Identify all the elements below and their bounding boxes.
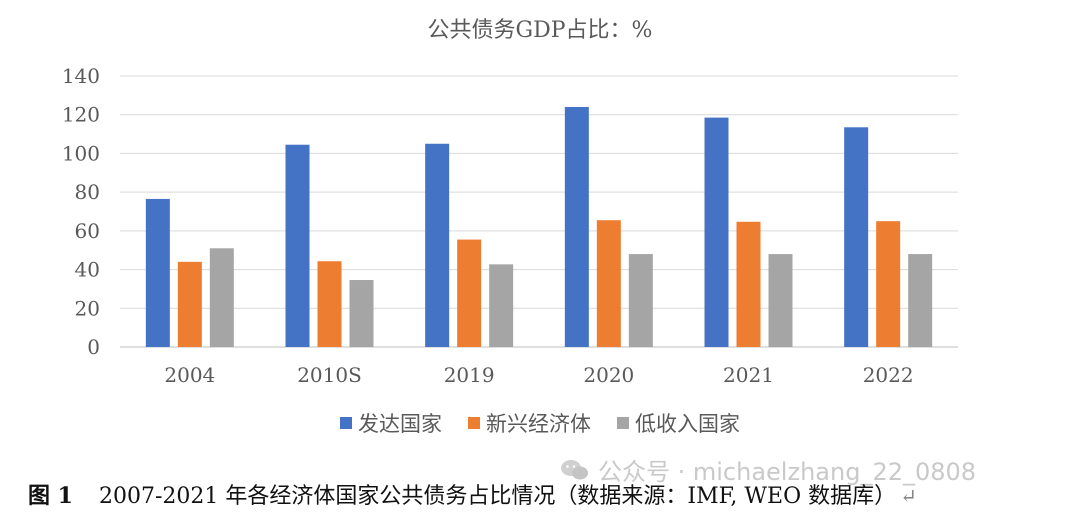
bar xyxy=(844,127,869,348)
y-tick-label: 40 xyxy=(75,258,100,282)
x-tick-label: 2020 xyxy=(583,363,634,387)
legend-label-developed: 发达国家 xyxy=(358,412,442,436)
bar xyxy=(704,117,729,347)
x-tick-label: 2021 xyxy=(723,363,774,387)
y-tick-label: 100 xyxy=(62,141,100,165)
bar xyxy=(564,106,589,347)
y-tick-label: 80 xyxy=(75,180,100,204)
bar xyxy=(145,198,170,347)
x-tick-label: 2004 xyxy=(164,363,215,387)
return-icon: ↵ xyxy=(900,484,917,508)
chart-title: 公共债务GDP占比：% xyxy=(427,18,653,43)
y-tick-label: 0 xyxy=(87,335,100,359)
bar xyxy=(317,261,342,347)
bar xyxy=(349,280,374,347)
legend-swatch-emerging xyxy=(468,417,480,429)
legend: 发达国家 新兴经济体 低收入国家 xyxy=(0,408,1080,438)
bar xyxy=(285,144,310,347)
bar xyxy=(209,248,234,347)
wechat-icon xyxy=(561,459,588,479)
bar xyxy=(457,239,482,347)
bar-chart: 0 20 40 60 80 100 120 140 2004 2010S 2019 2020 2021 2… xyxy=(62,64,958,387)
x-tick-label: 2010S xyxy=(297,363,362,387)
caption-label: 图 1 xyxy=(28,483,73,509)
bar xyxy=(425,143,450,347)
bar xyxy=(628,254,653,347)
y-tick-label: 60 xyxy=(75,219,100,243)
bar xyxy=(908,254,933,347)
legend-item-emerging: 新兴经济体 xyxy=(468,408,591,438)
y-tick-label: 140 xyxy=(62,64,100,88)
bar xyxy=(177,261,202,347)
legend-swatch-developed xyxy=(340,417,352,429)
figure-caption: 图 1 2007-2021 年各经济体国家公共债务占比情况（数据来源：IMF, … xyxy=(28,478,917,510)
bar xyxy=(489,264,514,347)
y-tick-label: 20 xyxy=(75,296,100,320)
bar xyxy=(876,221,901,347)
x-tick-label: 2019 xyxy=(444,363,495,387)
watermark: 公众号 · michaelzhang_22_0808 xyxy=(560,452,976,487)
bar xyxy=(736,221,761,347)
legend-swatch-low-income xyxy=(617,417,629,429)
legend-label-low-income: 低收入国家 xyxy=(635,412,740,436)
x-tick-label: 2022 xyxy=(863,363,914,387)
bar xyxy=(768,254,793,347)
bar xyxy=(596,220,621,347)
legend-item-low-income: 低收入国家 xyxy=(617,408,740,438)
y-tick-label: 120 xyxy=(62,103,100,127)
watermark-text: 公众号 · michaelzhang_22_0808 xyxy=(598,458,977,486)
legend-label-emerging: 新兴经济体 xyxy=(486,412,591,436)
legend-item-developed: 发达国家 xyxy=(340,408,442,438)
caption-text: 2007-2021 年各经济体国家公共债务占比情况（数据来源：IMF, WEO … xyxy=(98,484,897,509)
